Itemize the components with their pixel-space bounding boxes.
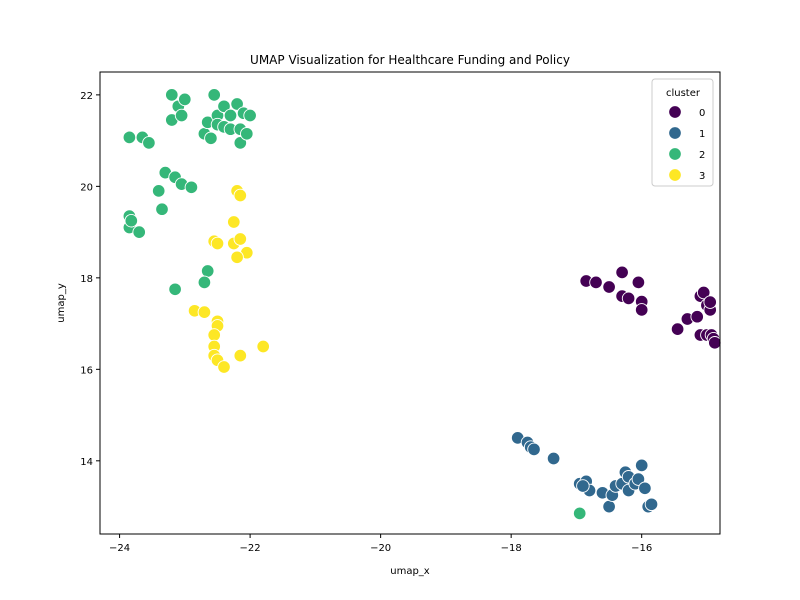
point-cluster-1 bbox=[527, 442, 541, 457]
legend-marker-2 bbox=[668, 147, 682, 161]
y-tick-label: 16 bbox=[80, 365, 93, 376]
point-cluster-3 bbox=[230, 250, 244, 265]
x-tick-label: −22 bbox=[240, 543, 261, 554]
point-cluster-2 bbox=[243, 108, 257, 123]
point-cluster-3 bbox=[210, 236, 225, 251]
point-cluster-2 bbox=[174, 108, 189, 123]
point-cluster-2 bbox=[197, 275, 212, 290]
chart-title: UMAP Visualization for Healthcare Fundin… bbox=[250, 53, 570, 67]
point-cluster-3 bbox=[233, 232, 248, 246]
x-axis-label: umap_x bbox=[390, 566, 430, 577]
legend-marker-3 bbox=[668, 168, 682, 182]
point-cluster-2 bbox=[207, 88, 221, 102]
point-cluster-0 bbox=[703, 295, 717, 309]
y-tick-label: 22 bbox=[80, 91, 93, 102]
point-cluster-2 bbox=[240, 127, 254, 141]
point-cluster-2 bbox=[223, 108, 238, 123]
point-cluster-0 bbox=[631, 275, 646, 290]
plot-frame bbox=[99, 71, 721, 535]
point-cluster-3 bbox=[227, 215, 241, 229]
point-cluster-3 bbox=[217, 360, 231, 374]
point-cluster-2 bbox=[168, 282, 182, 297]
point-cluster-2 bbox=[200, 264, 215, 278]
point-cluster-2 bbox=[122, 130, 137, 145]
point-cluster-3 bbox=[197, 305, 212, 319]
legend-label-3: 3 bbox=[699, 171, 705, 182]
x-tick-label: −18 bbox=[501, 543, 522, 554]
point-cluster-2 bbox=[184, 180, 199, 195]
point-cluster-3 bbox=[207, 328, 221, 342]
point-cluster-2 bbox=[155, 202, 169, 216]
legend: cluster 0 1 2 3 bbox=[651, 78, 714, 187]
point-cluster-0 bbox=[634, 303, 649, 317]
point-cluster-2 bbox=[178, 92, 192, 107]
legend-title: cluster bbox=[666, 88, 701, 99]
point-cluster-0 bbox=[615, 265, 629, 280]
point-cluster-2 bbox=[217, 99, 231, 114]
point-cluster-0 bbox=[696, 285, 711, 300]
points-layer bbox=[122, 88, 722, 521]
point-cluster-0 bbox=[690, 309, 704, 324]
x-tick-label: −20 bbox=[370, 543, 391, 554]
point-cluster-1 bbox=[546, 451, 561, 466]
point-cluster-1 bbox=[631, 472, 646, 486]
point-cluster-1 bbox=[576, 479, 590, 493]
point-cluster-1 bbox=[602, 499, 616, 514]
point-cluster-2 bbox=[142, 136, 156, 150]
point-cluster-2 bbox=[124, 213, 139, 228]
point-cluster-2 bbox=[572, 506, 587, 521]
point-cluster-1 bbox=[634, 458, 649, 473]
legend-marker-0 bbox=[668, 105, 682, 119]
y-axis-label: umap_y bbox=[56, 283, 67, 323]
x-axis: −24 −22 −20 −18 −16 bbox=[109, 534, 652, 554]
legend-marker-1 bbox=[668, 126, 682, 140]
legend-items: 0 1 2 3 bbox=[668, 105, 705, 182]
point-cluster-0 bbox=[708, 336, 722, 350]
point-cluster-2 bbox=[233, 136, 248, 150]
y-tick-label: 20 bbox=[80, 182, 93, 193]
point-cluster-3 bbox=[233, 348, 248, 363]
point-cluster-2 bbox=[132, 225, 146, 239]
point-cluster-1 bbox=[638, 481, 652, 496]
point-cluster-2 bbox=[151, 184, 166, 198]
y-axis: 14 16 18 20 22 bbox=[80, 91, 100, 468]
legend-label-1: 1 bbox=[699, 129, 705, 140]
x-tick-label: −24 bbox=[109, 543, 130, 554]
legend-label-2: 2 bbox=[699, 150, 705, 161]
legend-box bbox=[651, 78, 714, 187]
x-tick-label: −16 bbox=[631, 543, 652, 554]
point-cluster-0 bbox=[670, 322, 685, 336]
y-tick-label: 14 bbox=[80, 457, 93, 468]
point-cluster-0 bbox=[621, 291, 636, 306]
point-cluster-2 bbox=[204, 131, 218, 146]
point-cluster-3 bbox=[233, 188, 248, 203]
point-cluster-3 bbox=[256, 339, 270, 354]
point-cluster-1 bbox=[644, 497, 659, 512]
y-tick-label: 18 bbox=[80, 274, 93, 285]
point-cluster-2 bbox=[165, 88, 179, 102]
point-cluster-2 bbox=[230, 97, 244, 111]
point-cluster-0 bbox=[589, 275, 603, 290]
point-cluster-0 bbox=[602, 280, 616, 294]
legend-label-0: 0 bbox=[699, 108, 705, 119]
